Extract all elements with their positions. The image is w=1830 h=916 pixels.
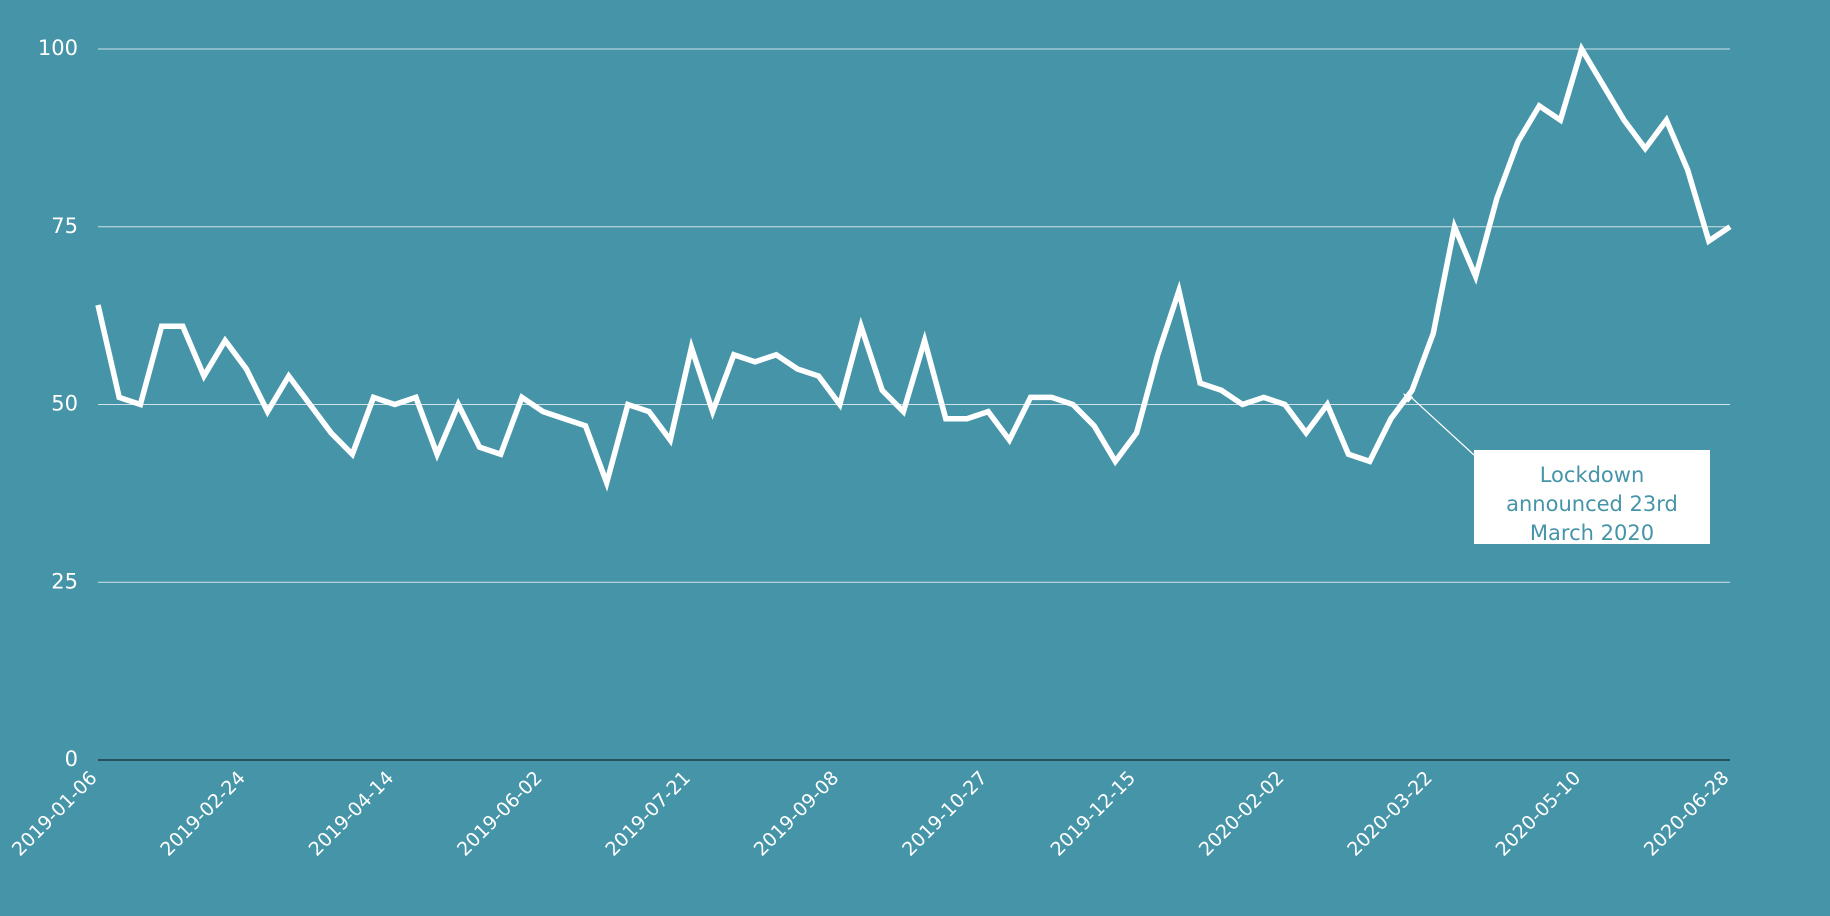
data-point	[859, 324, 864, 329]
data-point	[1134, 430, 1139, 435]
data-point	[1219, 388, 1224, 393]
data-point	[1304, 430, 1309, 435]
data-point	[1728, 224, 1733, 229]
data-point	[138, 402, 143, 407]
data-point	[1155, 352, 1160, 357]
data-point	[180, 324, 185, 329]
annotation-text-line: announced 23rd	[1506, 492, 1678, 516]
data-point	[1282, 402, 1287, 407]
data-point	[1028, 395, 1033, 400]
data-point	[223, 338, 228, 343]
data-point	[1643, 146, 1648, 151]
data-point	[96, 302, 101, 307]
data-point	[1558, 118, 1563, 123]
data-point	[307, 402, 312, 407]
data-point	[1685, 167, 1690, 172]
data-point	[710, 409, 715, 414]
data-point	[880, 388, 885, 393]
data-point	[350, 452, 355, 457]
annotation: Lockdown announced 23rd March 2020	[1403, 393, 1710, 545]
data-point	[1092, 423, 1097, 428]
y-tick-label: 75	[51, 214, 78, 238]
data-point	[1431, 331, 1436, 336]
annotation-text-line: Lockdown	[1540, 463, 1645, 487]
y-tick-label: 100	[38, 36, 78, 60]
data-point	[837, 402, 842, 407]
data-point	[986, 409, 991, 414]
data-point	[244, 366, 249, 371]
data-point	[1007, 438, 1012, 443]
data-point	[117, 395, 122, 400]
data-point	[731, 352, 736, 357]
data-point	[201, 374, 206, 379]
data-point	[498, 452, 503, 457]
data-point	[1622, 118, 1627, 123]
data-point	[477, 445, 482, 450]
y-tick-label: 50	[51, 392, 78, 416]
data-point	[562, 416, 567, 421]
annotation-text-line: March 2020	[1530, 521, 1654, 545]
data-point	[1388, 416, 1393, 421]
data-point	[392, 402, 397, 407]
data-point	[774, 352, 779, 357]
data-point	[1049, 395, 1054, 400]
data-point	[689, 345, 694, 350]
data-point	[1198, 381, 1203, 386]
data-point	[625, 402, 630, 407]
y-axis-ticks: 0 25 50 75 100	[38, 36, 78, 771]
data-point	[519, 395, 524, 400]
data-point	[1706, 238, 1711, 243]
series-line	[95, 42, 1732, 492]
data-point	[753, 359, 758, 364]
data-point	[1070, 402, 1075, 407]
annotation-arrow-line	[1409, 395, 1475, 456]
data-point	[1452, 224, 1457, 229]
data-point	[1494, 196, 1499, 201]
data-point	[1410, 388, 1415, 393]
data-point	[1240, 402, 1245, 407]
data-point	[795, 366, 800, 371]
data-point	[901, 409, 906, 414]
data-point	[816, 374, 821, 379]
data-point	[1325, 402, 1330, 407]
data-point	[1600, 82, 1605, 87]
data-point	[435, 452, 440, 457]
data-point	[1473, 274, 1478, 279]
annotation-box	[1474, 450, 1710, 544]
data-point	[604, 480, 609, 485]
data-point	[1367, 459, 1372, 464]
data-point	[1516, 139, 1521, 144]
data-point	[668, 438, 673, 443]
data-point	[1113, 459, 1118, 464]
data-point	[647, 409, 652, 414]
data-point	[1346, 452, 1351, 457]
y-tick-label: 0	[65, 747, 78, 771]
data-point	[943, 416, 948, 421]
data-point	[329, 430, 334, 435]
data-point	[922, 338, 927, 343]
data-point	[964, 416, 969, 421]
data-point	[286, 374, 291, 379]
data-point	[1537, 103, 1542, 108]
annotation-arrow-head	[1403, 393, 1414, 403]
data-point	[1261, 395, 1266, 400]
data-point	[1664, 118, 1669, 123]
y-tick-label: 25	[51, 569, 78, 593]
data-point	[1579, 47, 1584, 52]
data-point	[413, 395, 418, 400]
data-point	[1176, 288, 1181, 293]
data-point	[265, 409, 270, 414]
data-point	[583, 423, 588, 428]
data-point	[159, 324, 164, 329]
data-point	[541, 409, 546, 414]
data-point	[371, 395, 376, 400]
data-point	[456, 402, 461, 407]
